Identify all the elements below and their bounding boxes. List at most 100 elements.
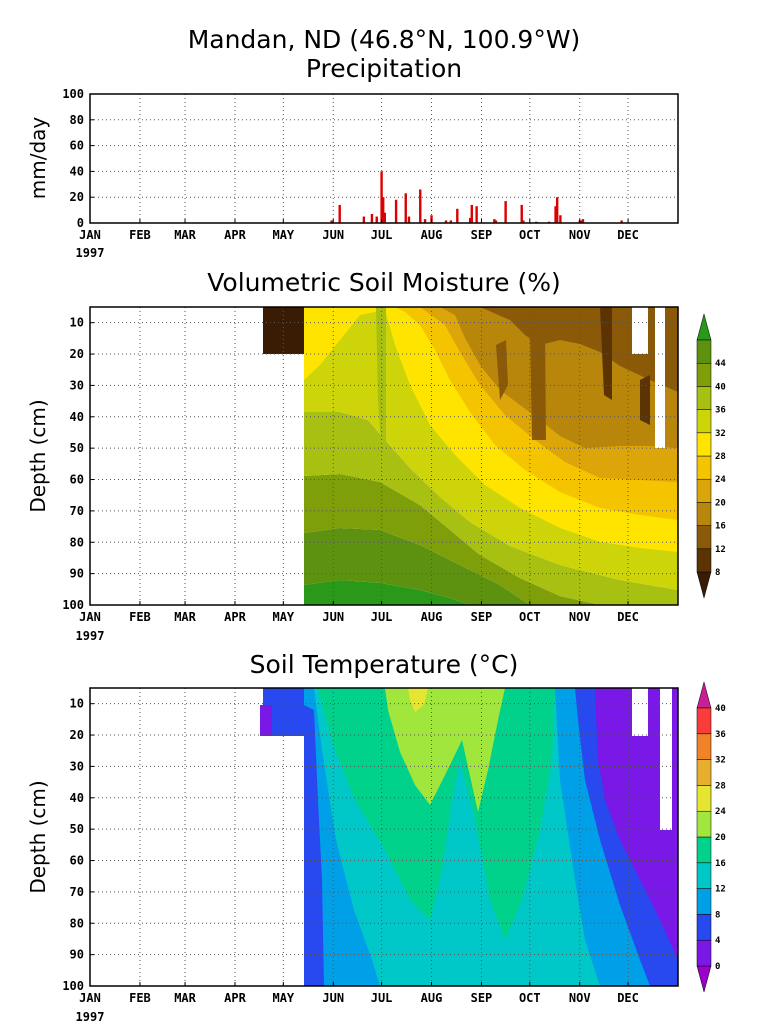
- moisture-band-36-40: [304, 580, 470, 605]
- temperature-colorbar: 0 4 8 12 16 20 24 28 32 36 40: [696, 681, 726, 993]
- moisture-column-dec: [640, 375, 650, 425]
- precip-bar: [383, 212, 387, 223]
- temperature-colorbar-label: 20: [715, 833, 726, 843]
- temperature-xtick-label: MAR: [174, 991, 196, 1005]
- moisture-colorbar-swatch: [696, 525, 712, 550]
- moisture-xtick-label: SEP: [471, 610, 493, 624]
- moisture-field: [263, 307, 678, 605]
- moisture-xtick-label: FEB: [129, 610, 151, 624]
- temperature-xtick-label: FEB: [129, 991, 151, 1005]
- moisture-colorbar-label: 8: [715, 568, 720, 578]
- moisture-colorbar-label: 20: [715, 498, 726, 508]
- temperature-x-ticks: JAN FEB MAR APR MAY JUN JUL AUG SEP OCT NOV DEC: [79, 982, 639, 1005]
- precip-chart: Precipitation 0 20 40 60 80 100 JAN FEB MAR APR M…: [26, 54, 679, 260]
- temperature-y-ticks: 10 20 30 40 50 60 70 80 90 100: [62, 697, 94, 993]
- moisture-title: Volumetric Soil Moisture (%): [207, 268, 561, 297]
- precip-bar: [559, 215, 562, 223]
- moisture-colorbar-label: 12: [715, 545, 726, 555]
- temperature-frame: [89, 687, 679, 987]
- temp-band-24-28: [408, 688, 428, 712]
- moisture-y-ticks: 10 20 30 40 50 60 70 80 90 100: [62, 316, 94, 612]
- precip-bar: [338, 204, 341, 223]
- temperature-colorbar-swatch: [696, 888, 712, 915]
- temp-early-cold: [260, 705, 272, 736]
- temperature-colorbar-swatch: [696, 836, 712, 864]
- moisture-colorbar-swatch: [696, 478, 712, 503]
- precip-bar: [423, 219, 427, 223]
- temperature-colorbar-swatch: [696, 759, 712, 786]
- precip-bar: [522, 220, 525, 223]
- moisture-colorbar-swatch: [696, 432, 712, 457]
- temperature-ytick-label: 30: [70, 759, 84, 773]
- temperature-title: Soil Temperature (°C): [250, 650, 519, 679]
- temperature-xtick-label: MAY: [272, 991, 294, 1005]
- precip-bar: [620, 220, 623, 223]
- temp-gap-dec-2: [660, 688, 672, 830]
- moisture-colorbar-swatch: [696, 362, 712, 387]
- temperature-y-label: Depth (cm): [26, 780, 50, 893]
- precip-xtick-label: JAN: [79, 228, 101, 242]
- temp-band-4-8-spring: [304, 705, 324, 986]
- precip-ytick-label: 80: [70, 113, 84, 127]
- precip-bar: [468, 217, 472, 223]
- precip-bar: [370, 213, 374, 223]
- moisture-colorbar-label: 24: [715, 475, 726, 485]
- temperature-colorbar-swatch: [696, 733, 712, 760]
- moisture-chart: Volumetric Soil Moisture (%) 10 20 30 40 50 6…: [26, 268, 726, 643]
- temperature-xtick-label: OCT: [519, 991, 541, 1005]
- moisture-xtick-label: JUL: [371, 610, 393, 624]
- precip-bar: [380, 171, 383, 223]
- temperature-xtick-label: DEC: [617, 991, 639, 1005]
- temperature-ytick-label: 100: [62, 979, 84, 993]
- temperature-colorbar-swatch: [696, 914, 712, 941]
- moisture-ytick-label: 30: [70, 378, 84, 392]
- precip-xtick-label: OCT: [519, 228, 541, 242]
- temperature-colorbar-swatch: [696, 785, 712, 812]
- temperature-colorbar-label: 16: [715, 859, 726, 869]
- precip-y-label: mm/day: [26, 117, 50, 200]
- temp-band-20-24: [385, 688, 505, 812]
- moisture-band-32-36: [304, 528, 530, 605]
- moisture-column-jul: [376, 307, 386, 450]
- precip-bar: [504, 201, 507, 223]
- moisture-colorbar-swatch: [696, 548, 712, 573]
- moisture-grid: [90, 307, 678, 605]
- precip-x-ticks: JAN FEB MAR APR MAY JUN JUL AUG SEP OCT NOV DEC: [79, 219, 639, 242]
- precip-bar: [449, 220, 453, 223]
- moisture-colorbar-label: 36: [715, 406, 726, 416]
- precip-bar: [444, 220, 448, 223]
- precip-bar: [404, 193, 407, 223]
- precip-ytick-label: 40: [70, 164, 84, 178]
- precip-bar: [362, 216, 366, 223]
- moisture-colorbar-label: 40: [715, 382, 726, 392]
- moisture-gap-dec-2: [655, 307, 665, 448]
- moisture-early-dry: [263, 307, 304, 354]
- temperature-colorbar-label: 40: [715, 704, 726, 714]
- moisture-ytick-label: 50: [70, 441, 84, 455]
- precip-y-ticks: 0 20 40 60 80 100: [62, 87, 94, 230]
- temperature-colorbar-label: 36: [715, 730, 726, 740]
- temperature-xtick-label: AUG: [421, 991, 443, 1005]
- moisture-band-28-30: [304, 412, 678, 605]
- temperature-chart: Soil Temperature (°C) 102030405060708090…: [26, 650, 726, 1024]
- moisture-colorbar-label: 32: [715, 429, 726, 439]
- moisture-band-30-32: [304, 474, 600, 605]
- precip-ytick-label: 60: [70, 139, 84, 153]
- precip-bar: [375, 216, 378, 223]
- moisture-year-label: 1997: [76, 629, 105, 643]
- precip-xtick-label: NOV: [569, 228, 591, 242]
- moisture-gap-dec-1: [632, 307, 648, 354]
- precip-xtick-label: APR: [224, 228, 246, 242]
- moisture-ytick-label: 100: [62, 598, 84, 612]
- moisture-y-label: Depth (cm): [26, 399, 50, 512]
- moisture-colorbar: 8 12 16 20 24 28 32 36 40 44: [696, 313, 726, 599]
- temperature-colorbar-swatch: [696, 810, 712, 838]
- moisture-ytick-label: 90: [70, 567, 84, 581]
- temperature-ytick-label: 80: [70, 916, 84, 930]
- temperature-ytick-label: 10: [70, 697, 84, 711]
- temperature-colorbar-label: 32: [715, 756, 726, 766]
- temp-gap-dec-1: [632, 688, 648, 736]
- temperature-field: [260, 688, 678, 986]
- temperature-xtick-label: SEP: [471, 991, 493, 1005]
